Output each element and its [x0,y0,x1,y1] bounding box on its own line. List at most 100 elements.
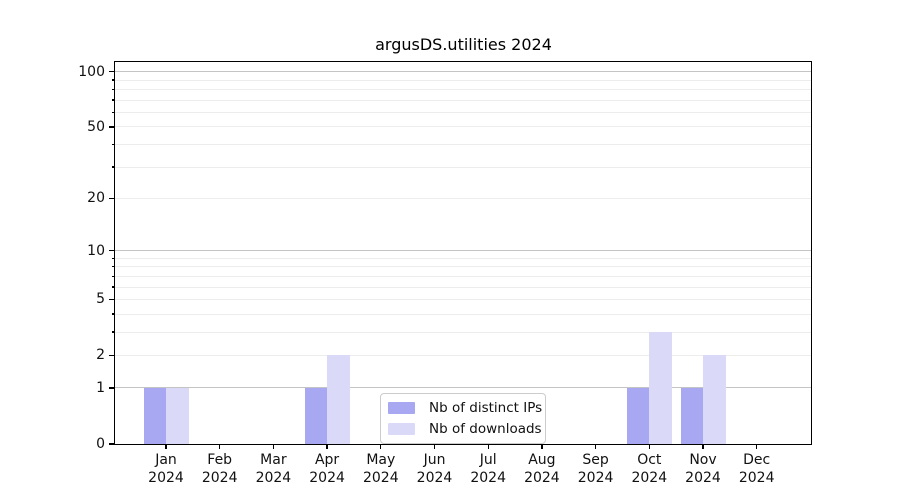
y-tick [109,249,115,252]
y-tick [109,298,115,301]
y-tick-label: 1 [96,380,105,397]
legend: Nb of distinct IPs Nb of downloads [380,393,546,444]
x-tick-label-year: 2024 [738,469,775,486]
major-gridline [115,249,812,251]
x-tick-label: Oct 2024 [617,452,681,487]
minor-gridline [115,298,812,300]
x-tick [272,444,275,449]
x-tick-label-year: 2024 [255,469,292,486]
y-minor-tick [111,275,115,277]
y-tick-label: 5 [96,291,105,308]
bar-distinct-ips-apr [304,388,328,444]
bar-distinct-ips-jan [143,388,166,444]
x-tick-label-year: 2024 [148,469,184,486]
y-minor-tick [111,331,115,333]
x-tick [541,444,543,449]
minor-gridline [115,79,812,81]
minor-gridline [115,99,812,101]
x-tick [702,444,704,449]
x-tick-label: Jan 2024 [134,452,198,487]
minor-gridline [115,89,812,91]
legend-swatch-downloads [388,423,415,435]
bar-downloads-apr [327,355,350,444]
y-tick-label: 100 [78,63,105,80]
minor-gridline [115,111,812,113]
y-minor-tick [111,266,115,268]
y-tick [109,126,115,128]
y-tick [109,197,115,200]
chart-title: argusDS.utilities 2024 [375,35,552,54]
y-tick-label: 20 [87,190,105,207]
x-tick-label: Jun 2024 [403,452,467,487]
x-tick-label: Sep 2024 [564,452,628,487]
major-gridline [115,71,812,73]
y-minor-tick [111,88,115,91]
x-tick-label-year: 2024 [416,469,453,486]
x-tick-label-year: 2024 [524,469,560,486]
legend-label-downloads: Nb of downloads [429,421,542,437]
x-tick-label: Mar 2024 [241,452,305,487]
x-tick-label-year: 2024 [201,469,238,486]
y-minor-tick [111,313,115,315]
y-minor-tick [111,111,115,114]
y-minor-tick [111,143,115,146]
y-tick [109,443,115,445]
y-tick-label: 0 [96,436,105,452]
minor-gridline [115,313,812,315]
y-minor-tick [111,99,115,101]
minor-gridline [115,266,812,268]
x-tick-label-year: 2024 [470,469,506,486]
x-tick [219,444,221,449]
x-tick-label: Nov 2024 [671,452,735,487]
y-tick [109,71,115,73]
y-tick [109,387,115,389]
y-tick-label: 2 [96,347,105,364]
minor-gridline [115,331,812,333]
x-tick-label-year: 2024 [577,469,614,486]
x-tick-label: Dec 2024 [725,452,789,487]
bar-downloads-oct [649,332,672,444]
x-tick-label: Apr 2024 [295,452,359,487]
minor-gridline [115,257,812,259]
x-tick-label-year: 2024 [309,469,345,486]
x-tick-label: Aug 2024 [510,452,574,487]
minor-gridline [115,286,812,288]
legend-swatch-distinct-ips [388,402,415,414]
bar-downloads-nov [703,355,726,444]
x-tick-label: Jul 2024 [456,452,520,487]
x-tick [433,444,436,449]
x-tick [594,444,597,449]
x-tick-label: Feb 2024 [188,452,252,487]
minor-gridline [115,354,812,356]
y-minor-tick [111,257,115,259]
minor-gridline [115,197,812,199]
y-minor-tick [111,79,115,81]
minor-gridline [115,126,812,128]
y-tick-label: 10 [87,242,105,259]
minor-gridline [115,275,812,277]
legend-item-downloads: Nb of downloads [388,421,542,437]
x-tick [326,444,328,449]
major-gridline [115,387,812,389]
minor-gridline [115,166,812,168]
x-tick-label-year: 2024 [685,469,721,486]
x-tick [648,444,650,449]
x-tick [756,444,758,449]
x-tick [487,444,489,449]
legend-label-distinct-ips: Nb of distinct IPs [429,400,543,416]
x-tick-label: May 2024 [349,452,413,487]
y-tick [109,354,115,357]
x-tick-label-year: 2024 [631,469,668,486]
x-tick [380,444,382,449]
legend-item-distinct-ips: Nb of distinct IPs [388,400,542,416]
bar-distinct-ips-nov [680,388,703,444]
minor-gridline [115,143,812,145]
bar-distinct-ips-oct [626,388,650,444]
y-minor-tick [111,166,115,168]
x-tick-label-year: 2024 [362,469,399,486]
y-tick-label: 50 [87,118,105,135]
y-minor-tick [111,286,115,288]
bar-downloads-jan [166,388,189,444]
x-tick [165,444,167,449]
